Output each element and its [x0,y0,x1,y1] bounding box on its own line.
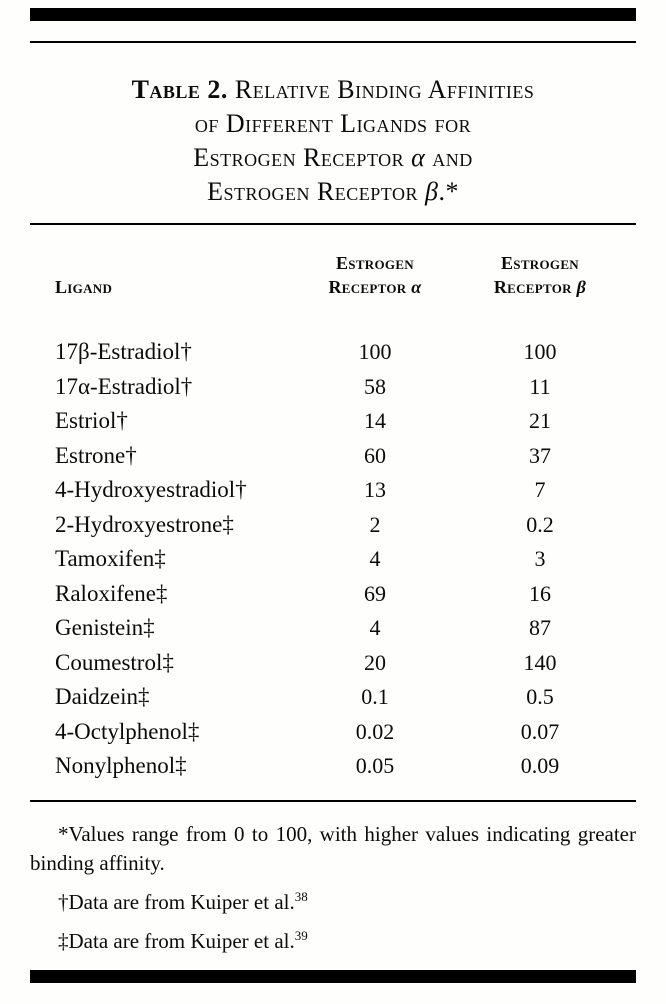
table-number: Table 2. [131,75,228,104]
beta-value-cell: 3 [534,546,546,571]
footer-top-rule [30,799,636,802]
beta-value-cell: 0.07 [520,718,560,744]
footnote-dagger: †Data are from Kuiper et al.38 [30,888,636,917]
ligand-cell: 17β-Estradiol† [55,339,192,364]
header-top-rule [30,223,636,225]
ligand-cell: Coumestrol‡ [55,649,174,675]
table-row: 4-Octylphenol‡ 0.02 0.07 [30,715,636,750]
ligand-cell: Daidzein‡ [55,684,150,709]
alpha-value-cell: 2 [369,511,381,537]
beta-value-cell: 37 [529,442,551,468]
receptor-alpha-header-line-2: Receptor α [290,275,460,299]
title-line-1: Table 2. Relative Binding Affinities [30,73,636,107]
table-header-row: Ligand Estrogen Receptor α Estrogen Rece… [30,251,636,299]
table-row: 17α-Estradiol† 58 11 [30,370,636,405]
ligand-cell: 4-Octylphenol‡ [55,718,200,744]
alpha-value-cell: 4 [369,615,381,640]
beta-value-cell: 7 [534,477,546,502]
table-row: Daidzein‡ 0.1 0.5 [30,680,636,715]
beta-value-cell: 140 [523,649,557,675]
ligand-column-header: Ligand [55,277,113,297]
alpha-value-cell: 69 [364,580,386,606]
beta-value-cell: 87 [529,615,551,640]
table-row: 2-Hydroxyestrone‡ 2 0.2 [30,508,636,543]
title-text-4b: .* [438,177,459,206]
beta-value-cell: 11 [529,373,551,399]
receptor-alpha-column-header: Estrogen Receptor α [290,251,460,299]
receptor-alpha-header-line-1: Estrogen [336,253,414,273]
table-body: 17β-Estradiol† 100 100 17α-Estradiol† 58… [30,335,636,784]
ligand-cell: Estriol† [55,408,128,433]
ligand-cell: Raloxifene‡ [55,580,168,606]
ligand-cell: 17α-Estradiol† [55,373,193,399]
footnote-dagger-reference: 38 [294,888,308,904]
alpha-value-cell: 14 [364,408,386,433]
ligand-cell: Estrone† [55,442,137,468]
title-text-1: Relative Binding Affinities [227,75,535,104]
footnotes: *Values range from 0 to 100, with higher… [30,820,636,956]
bottom-thick-rule [30,970,636,983]
alpha-value-cell: 0.05 [355,753,395,778]
alpha-value-cell: 20 [364,649,386,675]
title-text-4: Estrogen Receptor [207,177,425,206]
ligand-cell: Tamoxifen‡ [55,546,166,571]
table-row: Tamoxifen‡ 4 3 [30,542,636,577]
beta-value-cell: 0.5 [526,684,554,709]
beta-value-cell: 0.2 [526,511,554,537]
footnote-dagger-text: †Data are from Kuiper et al. [58,889,295,914]
top-thin-rule [30,41,636,43]
footnote-double-dagger: ‡Data are from Kuiper et al.39 [30,927,636,956]
table-row: 17β-Estradiol† 100 100 [30,335,636,370]
ligand-cell: Genistein‡ [55,615,155,640]
table-row: Coumestrol‡ 20 140 [30,646,636,681]
receptor-beta-header-line-1: Estrogen [501,253,579,273]
alpha-symbol: α [411,277,422,297]
alpha-value-cell: 60 [364,442,386,468]
table-row: Genistein‡ 4 87 [30,611,636,646]
alpha-value-cell: 58 [364,373,386,399]
table-row: Raloxifene‡ 69 16 [30,577,636,612]
title-line-4: Estrogen Receptor β.* [30,175,636,209]
table-container: Table 2. Relative Binding Affinities of … [30,8,636,956]
alpha-value-cell: 100 [358,339,392,364]
title-text-3: Estrogen Receptor [193,143,412,172]
beta-symbol: β [576,277,587,297]
alpha-symbol: α [411,143,426,172]
table-row: Estrone† 60 37 [30,439,636,474]
table-title: Table 2. Relative Binding Affinities of … [30,73,636,209]
beta-value-cell: 16 [529,580,551,606]
table-row: Estriol† 14 21 [30,404,636,439]
alpha-value-cell: 4 [369,546,381,571]
alpha-value-cell: 13 [364,477,386,502]
title-line-3: Estrogen Receptor α and [30,141,636,175]
title-text-3b: and [425,143,473,172]
alpha-value-cell: 0.02 [355,718,395,744]
receptor-alpha-header-text: Receptor [328,277,412,297]
ligand-cell: 4-Hydroxyestradiol† [55,477,247,502]
beta-value-cell: 0.09 [520,753,560,778]
ligand-cell: Nonylphenol‡ [55,753,187,778]
beta-value-cell: 100 [523,339,557,364]
beta-symbol: β [424,177,439,206]
table-row: Nonylphenol‡ 0.05 0.09 [30,749,636,784]
title-line-2: of Different Ligands for [194,109,472,138]
receptor-beta-header-text: Receptor [493,277,577,297]
footnote-double-dagger-reference: 39 [294,927,308,943]
alpha-value-cell: 0.1 [361,684,389,709]
receptor-beta-column-header: Estrogen Receptor β [460,251,620,299]
top-thick-rule [30,8,636,21]
ligand-cell: 2-Hydroxyestrone‡ [55,511,234,537]
beta-value-cell: 21 [529,408,551,433]
table-row: 4-Hydroxyestradiol† 13 7 [30,473,636,508]
footnote-double-dagger-text: ‡Data are from Kuiper et al. [58,928,295,953]
receptor-beta-header-line-2: Receptor β [460,275,620,299]
footnote-asterisk: *Values range from 0 to 100, with higher… [30,821,636,875]
